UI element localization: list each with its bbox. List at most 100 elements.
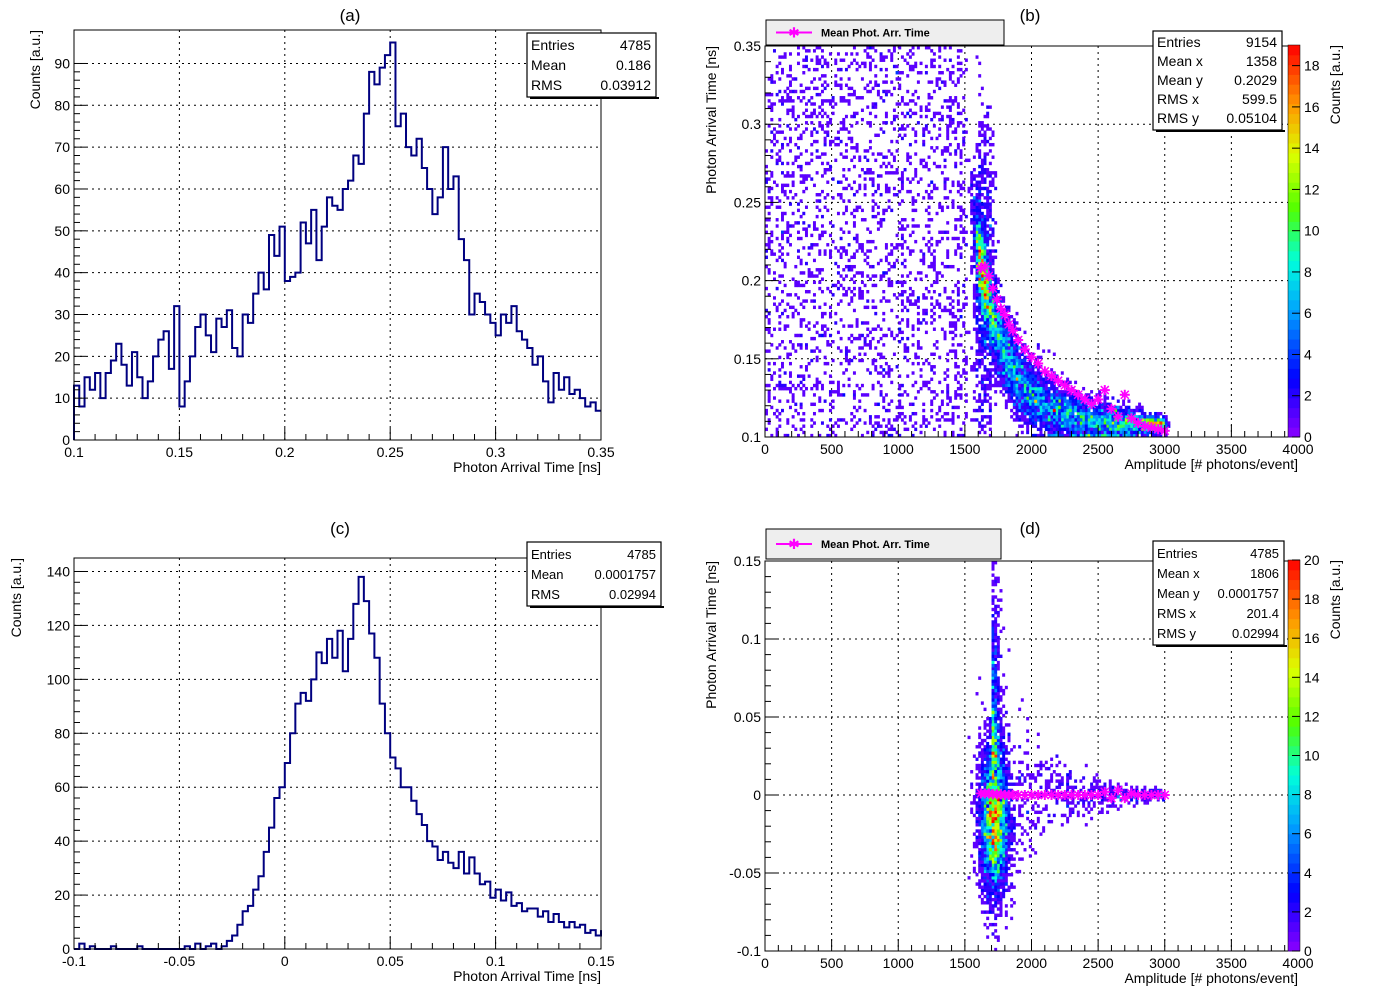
heatmap-cell — [983, 910, 987, 914]
heatmap-cell — [1087, 421, 1091, 425]
heatmap-cell — [932, 264, 936, 269]
heatmap-cell — [999, 748, 1003, 752]
heatmap-cell — [775, 408, 779, 413]
heatmap-cell — [975, 318, 979, 322]
heatmap-cell — [946, 99, 950, 103]
heatmap-cell — [946, 418, 950, 422]
heatmap-cell — [975, 844, 979, 849]
heatmap-cell — [951, 321, 955, 325]
heatmap-cell — [908, 55, 912, 59]
heatmap-cell — [988, 327, 992, 331]
heatmap-cell — [1004, 405, 1008, 410]
heatmap-cell — [975, 399, 979, 403]
heatmap-cell — [938, 49, 942, 53]
heatmap-cell — [940, 171, 944, 175]
heatmap-cell — [943, 308, 947, 313]
heatmap-cell — [887, 189, 891, 194]
heatmap-cell — [1023, 399, 1027, 403]
heatmap-cell — [983, 186, 987, 191]
heatmap-cell — [850, 211, 854, 216]
heatmap-cell — [991, 358, 995, 363]
heatmap-cell — [983, 738, 987, 743]
heatmap-cell — [804, 365, 808, 369]
heatmap-cell — [890, 92, 894, 97]
heatmap-cell — [954, 374, 958, 378]
heatmap-cell — [876, 211, 880, 216]
heatmap-cell — [978, 289, 982, 294]
heatmap-cell — [962, 136, 966, 141]
heatmap-cell — [1140, 408, 1144, 413]
heatmap-cell — [996, 829, 1000, 833]
heatmap-cell — [836, 271, 840, 275]
heatmap-cell — [828, 252, 832, 256]
heatmap-cell — [972, 236, 976, 241]
heatmap-cell — [991, 651, 995, 655]
heatmap-cell — [943, 46, 947, 50]
heatmap-cell — [999, 654, 1003, 659]
heatmap-cell — [855, 383, 859, 388]
colorbar-segment — [1288, 417, 1300, 428]
heatmap-cell — [834, 433, 838, 438]
heatmap-cell — [983, 374, 987, 378]
heatmap-cell — [802, 283, 806, 288]
heatmap-cell — [938, 408, 942, 413]
heatmap-cell — [1047, 402, 1051, 407]
heatmap-cell — [831, 105, 835, 109]
heatmap-cell — [871, 264, 875, 269]
heatmap-cell — [860, 108, 864, 112]
colorbar-segment — [1288, 329, 1300, 340]
heatmap-cell — [1002, 863, 1006, 868]
heatmap-cell — [802, 393, 806, 397]
heatmap-cell — [930, 180, 934, 184]
heatmap-cell — [900, 299, 904, 303]
heatmap-cell — [799, 258, 803, 263]
heatmap-cell — [914, 411, 918, 416]
heatmap-cell — [767, 236, 771, 241]
heatmap-cell — [1063, 408, 1067, 413]
stats-box — [1152, 30, 1283, 131]
heatmap-cell — [948, 99, 952, 103]
heatmap-cell — [1143, 430, 1147, 435]
heatmap-cell — [871, 424, 875, 428]
heatmap-cell — [1108, 415, 1112, 419]
plot-frame — [73, 29, 602, 441]
heatmap-cell — [988, 296, 992, 300]
heatmap-cell — [1007, 807, 1011, 811]
heatmap-cell — [996, 676, 1000, 680]
heatmap-cell — [828, 418, 832, 422]
heatmap-cell — [996, 763, 1000, 768]
heatmap-cell — [1018, 361, 1022, 366]
heatmap-cell — [823, 355, 827, 360]
heatmap-cell — [978, 227, 982, 231]
heatmap-cell — [855, 208, 859, 213]
heatmap-cell — [1066, 377, 1070, 381]
heatmap-cell — [988, 854, 992, 858]
heatmap-cell — [927, 80, 931, 84]
heatmap-cell — [930, 261, 934, 266]
heatmap-cell — [996, 324, 1000, 328]
heatmap-cell — [1007, 782, 1011, 786]
heatmap-cell — [930, 196, 934, 200]
heatmap-cell — [991, 879, 995, 883]
heatmap-cell — [1082, 427, 1086, 432]
heatmap-cell — [799, 346, 803, 350]
heatmap-cell — [898, 386, 902, 391]
heatmap-cell — [983, 368, 987, 372]
heatmap-cell — [1127, 430, 1131, 435]
heatmap-cell — [911, 293, 915, 297]
heatmap-cell — [1012, 826, 1016, 830]
heatmap-cell — [794, 402, 798, 407]
heatmap-cell — [826, 99, 830, 103]
heatmap-cell — [788, 149, 792, 153]
heatmap-cell — [1100, 433, 1104, 438]
heatmap-cell — [1002, 873, 1006, 877]
heatmap-cell — [986, 785, 990, 790]
heatmap-cell — [954, 164, 958, 169]
heatmap-cell — [767, 239, 771, 244]
heatmap-cell — [956, 286, 960, 291]
heatmap-cell — [810, 233, 814, 238]
heatmap-cell — [866, 343, 870, 347]
heatmap-cell — [858, 346, 862, 350]
heatmap-cell — [983, 224, 987, 228]
heatmap-cell — [956, 371, 960, 375]
